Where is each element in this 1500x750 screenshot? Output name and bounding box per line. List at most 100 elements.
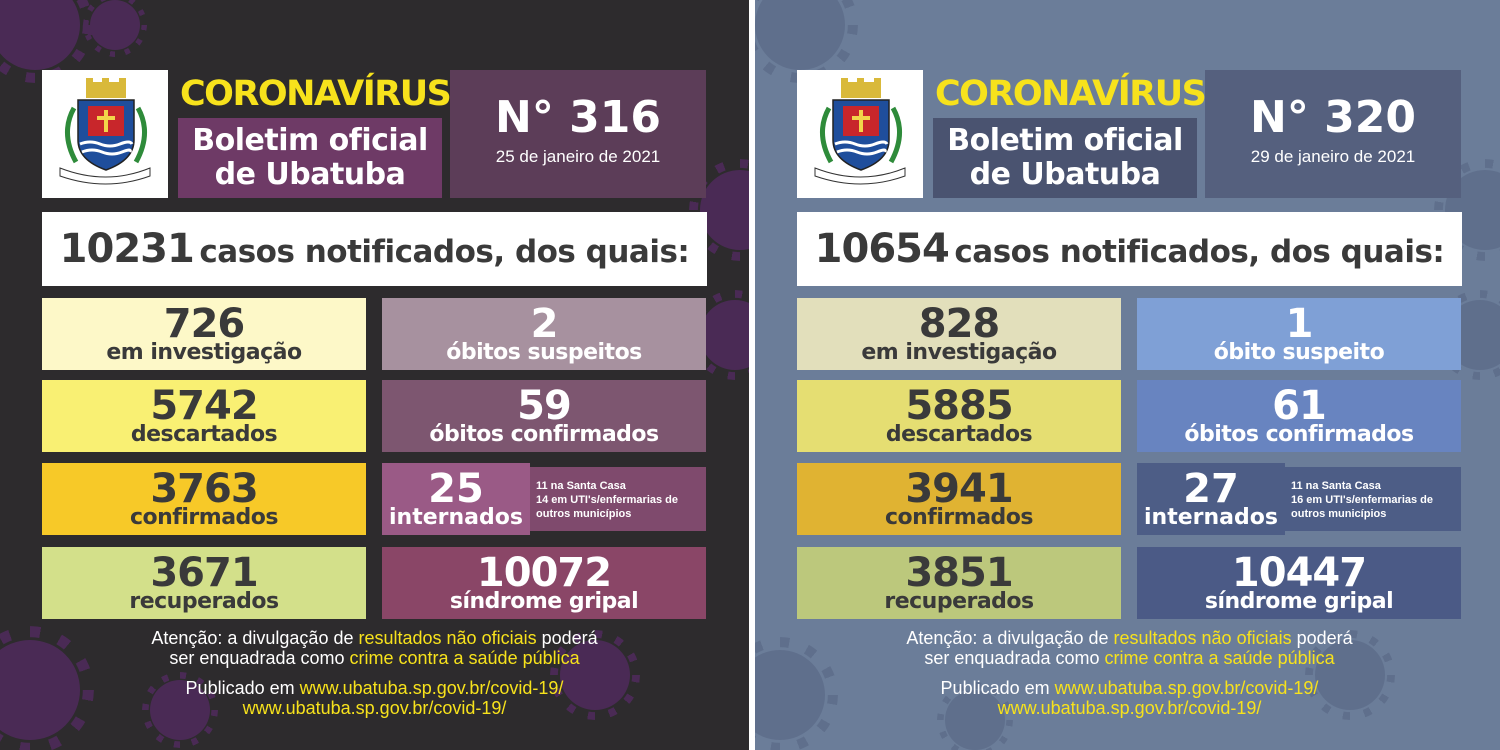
- stat-value: 3671: [150, 550, 258, 596]
- published-url[interactable]: www.ubatuba.sp.gov.br/covid-19/: [1054, 678, 1319, 698]
- virus-decoration-icon: [700, 170, 749, 250]
- internados-detail-line: outros municípios: [536, 508, 632, 520]
- stat-label: confirmados: [129, 505, 279, 530]
- stat-label: óbitos suspeitos: [446, 340, 642, 365]
- published-text: Publicado em: [940, 678, 1055, 698]
- bulletin-number-box: N° 320 29 de janeiro de 2021: [1205, 70, 1461, 198]
- total-cases-value: 10654: [814, 226, 950, 272]
- stat-value: 2: [530, 301, 559, 347]
- stat-obitos-suspeitos: 1 óbito suspeito: [1137, 298, 1461, 370]
- stat-label: óbitos confirmados: [1184, 422, 1414, 447]
- stat-sindrome-gripal: 10447 síndrome gripal: [1137, 547, 1461, 619]
- stat-value: 3941: [905, 466, 1013, 512]
- published-url[interactable]: www.ubatuba.sp.gov.br/covid-19/: [299, 678, 564, 698]
- stat-value: 1: [1285, 301, 1314, 347]
- virus-decoration-icon: [0, 0, 80, 70]
- bulletin-title-line1: Boletim oficial: [192, 123, 428, 158]
- stat-label: óbitos confirmados: [429, 422, 659, 447]
- stat-value: 61: [1272, 383, 1327, 429]
- notice-text: ser enquadrada como: [924, 648, 1105, 668]
- stat-obitos-confirmados: 61 óbitos confirmados: [1137, 380, 1461, 452]
- virus-decoration-icon: [945, 690, 1005, 750]
- coronavirus-title: CORONAVÍRUS: [935, 74, 1207, 114]
- internados-detail: 11 na Santa Casa 14 em UTI's/enfermarias…: [530, 467, 706, 531]
- bulletin-title-line1: Boletim oficial: [947, 123, 1183, 158]
- virus-decoration-icon: [700, 300, 749, 370]
- notice-text: Atenção: a divulgação de: [151, 628, 359, 648]
- stat-label: recuperados: [884, 589, 1034, 614]
- virus-decoration-icon: [560, 640, 630, 710]
- virus-decoration-icon: [755, 0, 845, 70]
- stat-value: 5742: [150, 383, 258, 429]
- stat-obitos-confirmados: 59 óbitos confirmados: [382, 380, 706, 452]
- bulletin-date: 25 de janeiro de 2021: [495, 147, 661, 166]
- published-at: Publicado em www.ubatuba.sp.gov.br/covid…: [42, 678, 707, 718]
- total-cases-value: 10231: [59, 226, 195, 272]
- stat-confirmados: 3763 confirmados: [42, 463, 366, 535]
- attention-notice: Atenção: a divulgação de resultados não …: [42, 628, 707, 668]
- internados-detail-line: 11 na Santa Casa: [536, 480, 626, 492]
- stat-value: 25: [428, 466, 484, 512]
- total-cases-text: casos notificados, dos quais:: [199, 234, 690, 270]
- total-cases-text: casos notificados, dos quais:: [954, 234, 1445, 270]
- stat-value: 3763: [150, 466, 258, 512]
- notice-highlight: crime contra a saúde pública: [1104, 648, 1335, 668]
- notice-text: poderá: [536, 628, 598, 648]
- internados-detail-line: outros municípios: [1291, 508, 1387, 520]
- virus-decoration-icon: [755, 650, 825, 740]
- stat-em-investigacao: 828 em investigação: [797, 298, 1121, 370]
- bulletin-number: N° 316: [495, 92, 661, 143]
- stat-value: 726: [163, 301, 246, 347]
- stat-label: confirmados: [884, 505, 1034, 530]
- bulletin-title-box: Boletim oficial de Ubatuba: [178, 118, 442, 198]
- stat-em-investigacao: 726 em investigação: [42, 298, 366, 370]
- published-url[interactable]: www.ubatuba.sp.gov.br/covid-19/: [242, 698, 507, 718]
- bulletin-title-box: Boletim oficial de Ubatuba: [933, 118, 1197, 198]
- notice-highlight: resultados não oficiais: [358, 628, 537, 648]
- stat-label: descartados: [885, 422, 1033, 447]
- notice-highlight: resultados não oficiais: [1113, 628, 1292, 648]
- stat-value: 27: [1183, 466, 1239, 512]
- bulletin-panel-316: CORONAVÍRUS Boletim oficial de Ubatuba N…: [0, 0, 749, 750]
- coat-of-arms-icon: [814, 78, 906, 185]
- published-url[interactable]: www.ubatuba.sp.gov.br/covid-19/: [997, 698, 1262, 718]
- internados-detail-line: 16 em UTI's/enfermarias de: [1291, 494, 1434, 506]
- stat-obitos-suspeitos: 2 óbitos suspeitos: [382, 298, 706, 370]
- published-text: Publicado em: [185, 678, 300, 698]
- stat-label: óbito suspeito: [1213, 340, 1385, 365]
- stat-sindrome-gripal: 10072 síndrome gripal: [382, 547, 706, 619]
- stat-value: 10072: [476, 550, 612, 596]
- stat-label: internados: [1144, 505, 1278, 530]
- stat-value: 828: [918, 301, 1001, 347]
- bulletin-title-line2: de Ubatuba: [214, 157, 406, 192]
- stat-descartados: 5885 descartados: [797, 380, 1121, 452]
- stat-internados: 25 internados: [382, 463, 530, 535]
- stat-label: descartados: [130, 422, 278, 447]
- coronavirus-title: CORONAVÍRUS: [180, 74, 452, 114]
- notice-text: poderá: [1291, 628, 1353, 648]
- notice-highlight: crime contra a saúde pública: [349, 648, 580, 668]
- bulletin-title-line2: de Ubatuba: [969, 157, 1161, 192]
- stat-descartados: 5742 descartados: [42, 380, 366, 452]
- stat-value: 59: [517, 383, 572, 429]
- stat-label: síndrome gripal: [1204, 589, 1394, 614]
- stat-label: em investigação: [861, 340, 1057, 365]
- total-cases-bar: 10654 casos notificados, dos quais:: [797, 212, 1462, 286]
- bulletin-number: N° 320: [1250, 92, 1416, 143]
- notice-text: Atenção: a divulgação de: [906, 628, 1114, 648]
- coat-of-arms-icon: [59, 78, 151, 185]
- stat-internados: 27 internados: [1137, 463, 1285, 535]
- bulletin-number-box: N° 316 25 de janeiro de 2021: [450, 70, 706, 198]
- total-cases-bar: 10231 casos notificados, dos quais:: [42, 212, 707, 286]
- virus-decoration-icon: [150, 680, 210, 740]
- stat-recuperados: 3851 recuperados: [797, 547, 1121, 619]
- bulletin-panel-320: CORONAVÍRUS Boletim oficial de Ubatuba N…: [755, 0, 1500, 750]
- attention-notice: Atenção: a divulgação de resultados não …: [797, 628, 1462, 668]
- stat-label: síndrome gripal: [449, 589, 639, 614]
- stat-confirmados: 3941 confirmados: [797, 463, 1121, 535]
- virus-decoration-icon: [0, 640, 80, 740]
- stat-label: internados: [389, 505, 523, 530]
- virus-decoration-icon: [90, 0, 140, 50]
- bulletin-date: 29 de janeiro de 2021: [1250, 147, 1416, 166]
- stat-value: 10447: [1231, 550, 1367, 596]
